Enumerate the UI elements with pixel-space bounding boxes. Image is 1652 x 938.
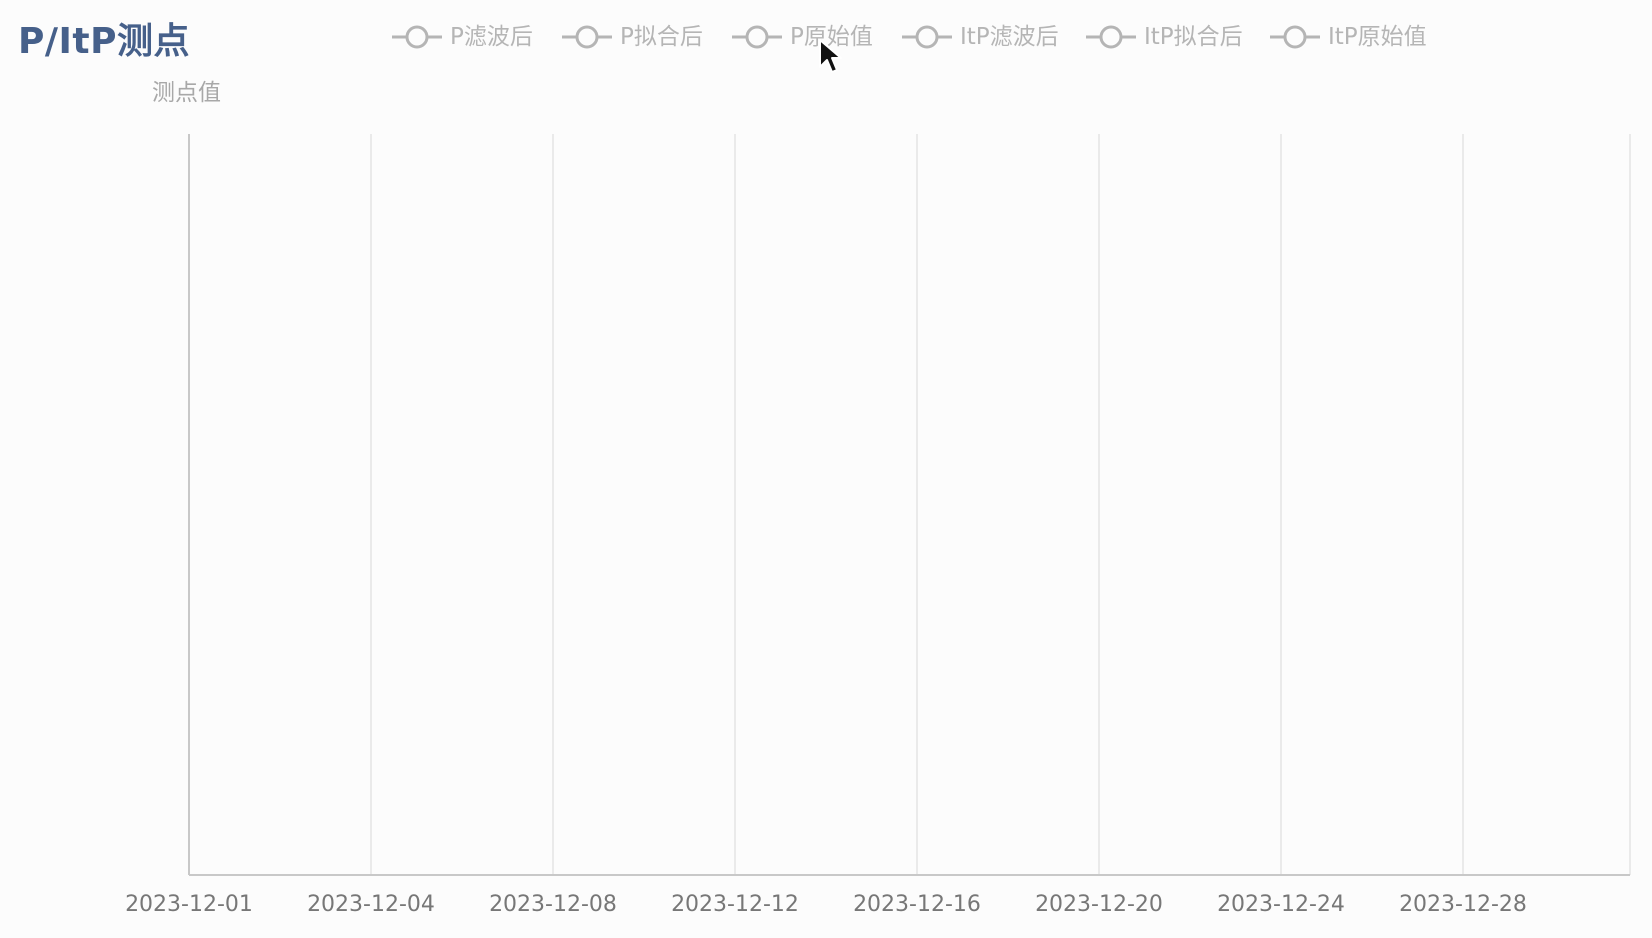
legend-line-circle-icon	[392, 25, 442, 49]
x-tick-label: 2023-12-20	[1035, 892, 1163, 917]
legend-line-circle-icon	[1086, 25, 1136, 49]
x-tick-label: 2023-12-01	[125, 892, 253, 917]
x-tick-label: 2023-12-28	[1399, 892, 1527, 917]
legend-line-circle-icon	[732, 25, 782, 49]
chart-title: P/ItP测点	[18, 21, 191, 62]
x-tick-label: 2023-12-04	[307, 892, 435, 917]
legend-item-p-filtered[interactable]: P滤波后	[392, 18, 533, 56]
legend-item-itp-fitted[interactable]: ItP拟合后	[1086, 18, 1243, 56]
x-tick-label: 2023-12-08	[489, 892, 617, 917]
legend-line-circle-icon	[562, 25, 612, 49]
x-tick-label: 2023-12-16	[853, 892, 981, 917]
x-tick-label: 2023-12-24	[1217, 892, 1345, 917]
legend-line-circle-icon	[1270, 25, 1320, 49]
grid-lines	[370, 134, 1631, 875]
legend-label: ItP滤波后	[960, 24, 1059, 50]
legend-label: P滤波后	[450, 24, 533, 50]
x-axis-ticks: 2023-12-01 2023-12-04 2023-12-08 2023-12-12…	[125, 892, 1527, 917]
legend-item-p-fitted[interactable]: P拟合后	[562, 18, 703, 56]
legend-label: P拟合后	[620, 24, 703, 50]
legend-label: ItP拟合后	[1144, 24, 1243, 50]
y-axis-title: 测点值	[152, 80, 221, 106]
legend-item-itp-raw[interactable]: ItP原始值	[1270, 18, 1427, 56]
legend-item-itp-filtered[interactable]: ItP滤波后	[902, 18, 1059, 56]
x-tick-label: 2023-12-12	[671, 892, 799, 917]
legend-line-circle-icon	[902, 25, 952, 49]
legend-label: ItP原始值	[1328, 24, 1427, 50]
